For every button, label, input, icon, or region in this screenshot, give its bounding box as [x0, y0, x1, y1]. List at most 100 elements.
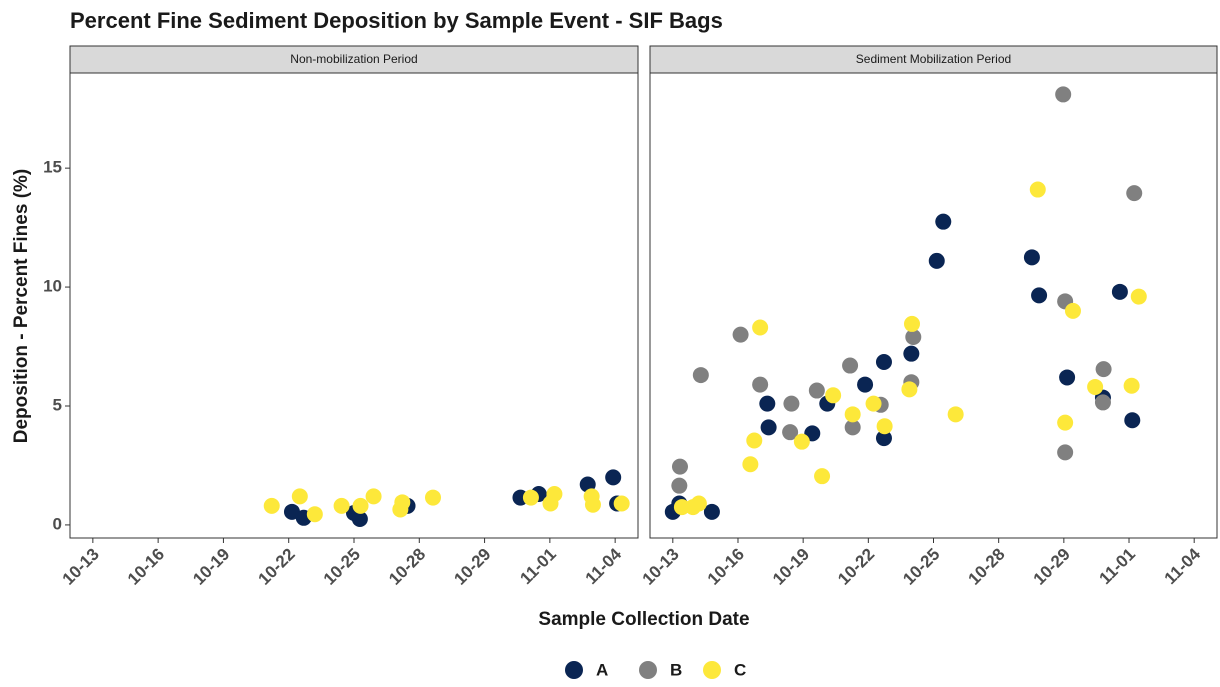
legend-key	[565, 661, 583, 679]
x-tick-label: 11-04	[582, 544, 626, 588]
point	[1087, 378, 1104, 395]
strip	[69, 45, 639, 74]
x-tick-label: 10-28	[385, 545, 429, 589]
point	[351, 510, 368, 527]
point	[857, 376, 874, 393]
x-tick-label: 10-22	[255, 545, 299, 589]
point	[1029, 181, 1046, 198]
x-tick-label: 11-01	[516, 545, 560, 589]
point	[263, 497, 280, 514]
point	[1130, 288, 1147, 305]
y-axis-label: Deposition - Percent Fines (%)	[11, 169, 32, 443]
y-tick-label: 0	[53, 514, 62, 533]
x-tick-label: 10-19	[769, 545, 813, 589]
point	[865, 395, 882, 412]
point	[1094, 394, 1111, 411]
x-tick-label: 10-29	[1030, 545, 1074, 589]
point	[746, 432, 763, 449]
legend-key	[639, 661, 657, 679]
point	[844, 419, 861, 436]
point	[752, 319, 769, 336]
x-tick-label: 10-16	[124, 545, 168, 589]
panel-border	[69, 72, 639, 539]
y-tick-label: 5	[53, 395, 62, 414]
strip-label: Non-mobilization Period	[290, 52, 417, 66]
point	[742, 456, 759, 473]
x-axis-label: Sample Collection Date	[538, 609, 749, 630]
x-tick-label: 10-25	[899, 545, 943, 589]
legend-key	[703, 661, 721, 679]
point	[1055, 86, 1072, 103]
point	[1023, 249, 1040, 266]
point	[584, 496, 601, 513]
point	[901, 381, 918, 398]
point	[333, 497, 350, 514]
point	[306, 506, 323, 523]
point	[876, 418, 893, 435]
point	[1064, 302, 1081, 319]
legend-label: C	[734, 660, 746, 679]
x-tick-label: 10-16	[704, 545, 748, 589]
x-tick-label: 10-13	[59, 545, 103, 589]
point	[875, 430, 892, 447]
point	[808, 382, 825, 399]
point	[365, 488, 382, 505]
point	[703, 503, 720, 520]
x-tick-label: 10-29	[450, 545, 494, 589]
point	[1057, 414, 1074, 431]
point	[903, 315, 920, 332]
point	[671, 458, 688, 475]
point	[928, 252, 945, 269]
point	[673, 499, 690, 516]
point	[905, 329, 922, 346]
point	[903, 345, 920, 362]
x-tick-label: 11-01	[1095, 545, 1139, 589]
point	[1057, 444, 1074, 461]
point	[291, 488, 308, 505]
point	[825, 387, 842, 404]
point	[842, 357, 859, 374]
point	[605, 469, 622, 486]
x-tick-label: 10-13	[639, 545, 683, 589]
point	[1111, 283, 1128, 300]
point	[546, 485, 563, 502]
point	[947, 406, 964, 423]
point	[875, 353, 892, 370]
point	[424, 489, 441, 506]
panel-border	[649, 72, 1218, 539]
point	[783, 395, 800, 412]
point	[1123, 377, 1140, 394]
y-tick-label: 10	[43, 277, 62, 296]
strip-label: Sediment Mobilization Period	[856, 52, 1011, 66]
point	[732, 326, 749, 343]
point	[759, 395, 776, 412]
point	[793, 433, 810, 450]
point	[844, 406, 861, 423]
x-tick-label: 10-22	[834, 545, 878, 589]
x-tick-label: 11-04	[1161, 544, 1205, 588]
point	[692, 367, 709, 384]
legend-label: A	[596, 660, 608, 679]
x-tick-label: 10-25	[320, 545, 364, 589]
legend-label: B	[670, 660, 682, 679]
point	[782, 424, 799, 441]
point	[522, 489, 539, 506]
x-tick-label: 10-19	[189, 545, 233, 589]
point	[752, 376, 769, 393]
chart-title: Percent Fine Sediment Deposition by Samp…	[70, 8, 723, 33]
strip	[649, 45, 1218, 74]
point	[690, 495, 707, 512]
point	[1059, 369, 1076, 386]
point	[1095, 361, 1112, 378]
point	[814, 468, 831, 485]
point	[1031, 287, 1048, 304]
point	[760, 419, 777, 436]
point	[935, 213, 952, 230]
point	[1126, 185, 1143, 202]
y-tick-label: 15	[43, 158, 62, 177]
point	[1124, 412, 1141, 429]
point	[671, 477, 688, 494]
point	[394, 494, 411, 511]
point	[352, 497, 369, 514]
